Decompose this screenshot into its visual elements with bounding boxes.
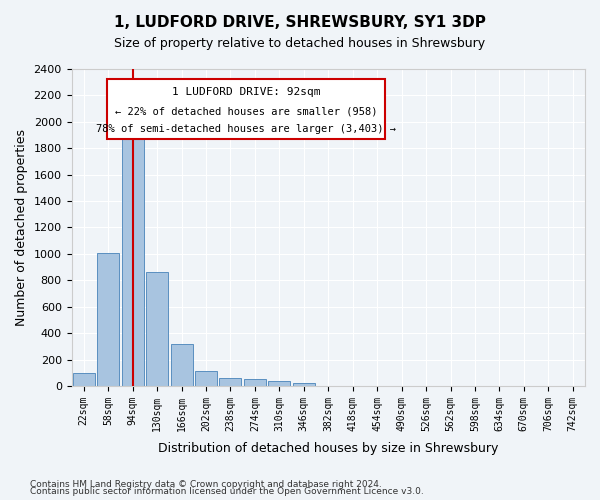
Bar	[244, 380, 266, 386]
Text: Contains HM Land Registry data © Crown copyright and database right 2024.: Contains HM Land Registry data © Crown c…	[30, 480, 382, 489]
Text: 1 LUDFORD DRIVE: 92sqm: 1 LUDFORD DRIVE: 92sqm	[172, 87, 320, 97]
Bar	[195, 370, 217, 386]
Bar	[293, 382, 315, 386]
Bar	[73, 372, 95, 386]
Text: 1, LUDFORD DRIVE, SHREWSBURY, SY1 3DP: 1, LUDFORD DRIVE, SHREWSBURY, SY1 3DP	[114, 15, 486, 30]
Bar	[122, 135, 143, 386]
Text: ← 22% of detached houses are smaller (958): ← 22% of detached houses are smaller (95…	[115, 106, 377, 116]
Bar	[146, 272, 168, 386]
Text: Size of property relative to detached houses in Shrewsbury: Size of property relative to detached ho…	[115, 38, 485, 51]
Text: Contains public sector information licensed under the Open Government Licence v3: Contains public sector information licen…	[30, 487, 424, 496]
Y-axis label: Number of detached properties: Number of detached properties	[15, 129, 28, 326]
Bar	[268, 382, 290, 386]
Bar	[170, 344, 193, 386]
X-axis label: Distribution of detached houses by size in Shrewsbury: Distribution of detached houses by size …	[158, 442, 499, 455]
Bar	[97, 252, 119, 386]
Text: 78% of semi-detached houses are larger (3,403) →: 78% of semi-detached houses are larger (…	[96, 124, 396, 134]
FancyBboxPatch shape	[107, 78, 385, 138]
Bar	[220, 378, 241, 386]
